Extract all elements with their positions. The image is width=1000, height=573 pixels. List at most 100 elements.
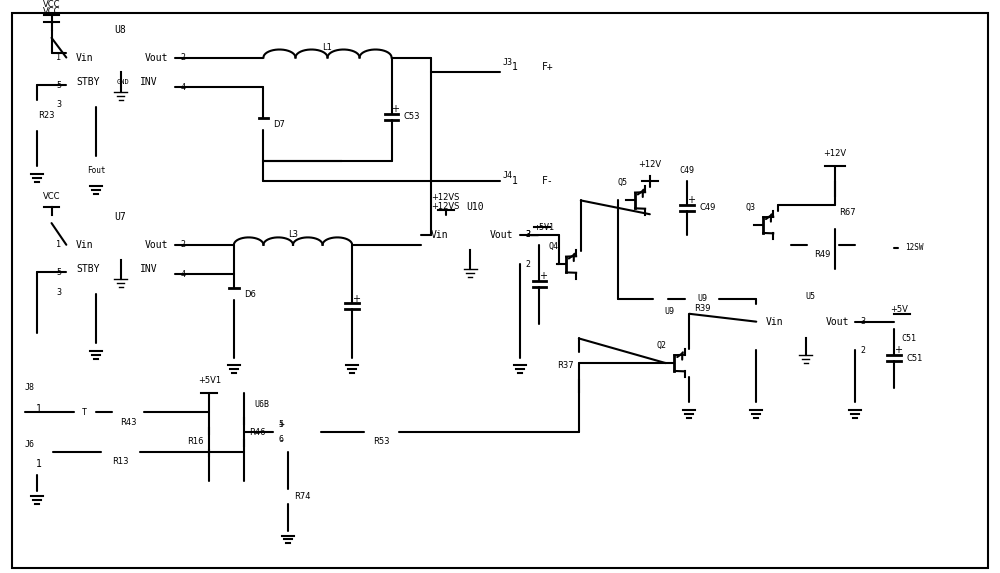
Text: Fout: Fout	[87, 166, 105, 175]
Text: 2: 2	[525, 260, 530, 269]
Text: Vout: Vout	[145, 53, 169, 62]
Text: Vin: Vin	[76, 53, 94, 62]
Text: +5V1: +5V1	[198, 376, 221, 384]
Bar	[240, 425, 248, 439]
Text: C51: C51	[902, 334, 917, 343]
Text: 5: 5	[56, 268, 61, 277]
Text: VCC: VCC	[43, 0, 60, 9]
Text: +5V: +5V	[890, 305, 908, 314]
Text: U8: U8	[115, 25, 126, 35]
Text: 3: 3	[56, 100, 61, 109]
Text: 1: 1	[56, 53, 61, 62]
Text: 4: 4	[180, 83, 185, 92]
Text: +: +	[392, 104, 400, 114]
Text: R37: R37	[557, 361, 573, 370]
Text: 5: 5	[278, 419, 283, 429]
Text: -: -	[278, 435, 284, 445]
Text: +12VS: +12VS	[432, 194, 460, 202]
Text: Q3: Q3	[745, 203, 755, 212]
Text: 5: 5	[56, 81, 61, 89]
Text: U7: U7	[115, 212, 126, 222]
Bar	[112, 409, 144, 416]
Text: 3: 3	[56, 288, 61, 297]
Bar	[831, 197, 839, 229]
Text: 1: 1	[512, 62, 518, 72]
Text: 3: 3	[525, 230, 530, 240]
Text: Vout: Vout	[825, 317, 849, 327]
Bar	[33, 100, 41, 131]
Text: +: +	[352, 293, 360, 304]
Text: C49: C49	[680, 166, 695, 175]
Text: +: +	[894, 346, 902, 355]
Text: 2: 2	[180, 53, 185, 62]
Text: U6B: U6B	[254, 400, 269, 409]
Text: 2: 2	[180, 240, 185, 249]
Text: 3: 3	[860, 317, 865, 326]
Bar	[807, 241, 839, 249]
Text: Q4: Q4	[548, 242, 558, 251]
Text: 1: 1	[56, 240, 61, 249]
Text: R43: R43	[120, 418, 136, 427]
Text: R16: R16	[187, 437, 204, 446]
Text: 1: 1	[36, 458, 42, 469]
Text: Vout: Vout	[145, 240, 169, 250]
Bar	[500, 166, 530, 195]
Text: +12VS: +12VS	[431, 202, 459, 211]
Bar	[101, 448, 140, 456]
Text: +5V1: +5V1	[534, 222, 554, 231]
Text: R53: R53	[373, 437, 390, 446]
Text: L3: L3	[288, 230, 298, 240]
Text: VCC: VCC	[43, 7, 60, 16]
Bar	[25, 398, 53, 421]
Text: R46: R46	[249, 427, 266, 437]
Text: R74: R74	[294, 492, 310, 501]
Bar	[66, 38, 175, 107]
Text: Vin: Vin	[76, 240, 94, 250]
Text: STBY: STBY	[76, 77, 100, 87]
Polygon shape	[259, 118, 268, 130]
Text: 1: 1	[512, 176, 518, 186]
Text: D7: D7	[273, 120, 285, 128]
Text: R67: R67	[839, 208, 855, 217]
Text: R39: R39	[694, 304, 710, 313]
Bar	[685, 295, 719, 303]
Bar	[284, 489, 292, 504]
Text: +: +	[687, 195, 695, 205]
Text: 6: 6	[278, 435, 283, 445]
Bar	[653, 287, 751, 309]
Bar	[25, 452, 53, 476]
Text: F+: F+	[541, 62, 553, 72]
Polygon shape	[229, 288, 239, 300]
Bar	[756, 304, 855, 368]
Text: R23: R23	[38, 111, 55, 120]
Text: +: +	[539, 272, 547, 281]
Text: +: +	[278, 419, 284, 429]
Bar	[66, 225, 175, 294]
Text: 3: 3	[525, 230, 530, 240]
Text: R49: R49	[815, 250, 831, 259]
Bar	[575, 352, 583, 379]
Text: J3: J3	[503, 58, 513, 67]
Text: Vin: Vin	[766, 317, 784, 327]
Text: F-: F-	[541, 176, 553, 186]
Text: VCC: VCC	[43, 193, 60, 202]
Text: J6: J6	[25, 441, 35, 449]
Text: 2: 2	[860, 346, 865, 355]
Bar	[421, 215, 520, 284]
Text: 4: 4	[180, 270, 185, 279]
Text: Vin: Vin	[431, 230, 449, 240]
Text: 12SW: 12SW	[905, 244, 923, 252]
Text: +12V: +12V	[638, 160, 661, 169]
Text: +12V: +12V	[824, 149, 847, 158]
Text: L1: L1	[323, 43, 332, 52]
Text: U10: U10	[467, 202, 484, 213]
Text: D6: D6	[244, 289, 256, 299]
Bar	[500, 53, 530, 82]
Text: Q5: Q5	[617, 178, 627, 187]
Text: C53: C53	[403, 112, 420, 121]
Text: U9: U9	[665, 307, 675, 316]
Text: J8: J8	[25, 383, 35, 392]
Text: INV: INV	[140, 77, 158, 87]
Text: C51: C51	[906, 354, 922, 363]
Text: U5: U5	[805, 292, 815, 300]
